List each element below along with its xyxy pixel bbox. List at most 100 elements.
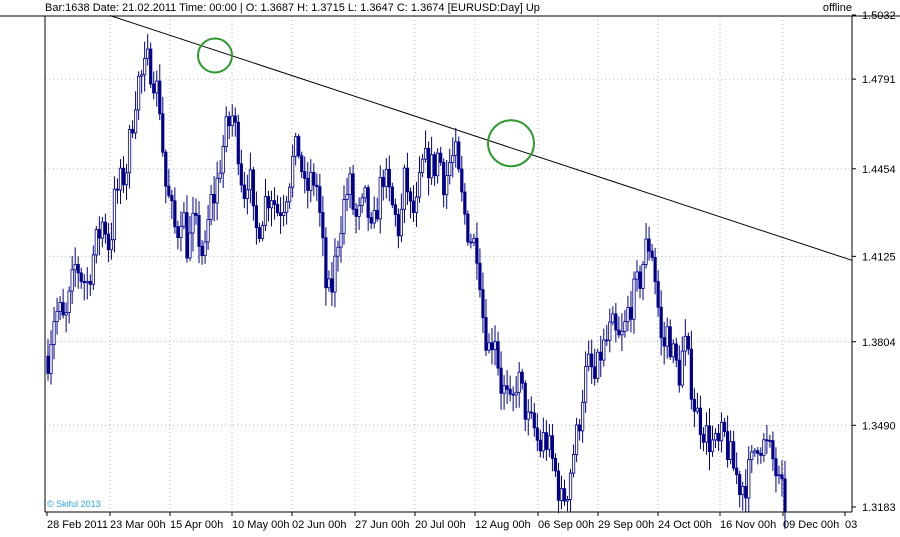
candle-body-up (620, 331, 624, 336)
candle (620, 313, 624, 352)
candle (626, 295, 630, 332)
candle (677, 345, 681, 393)
candle (650, 243, 654, 262)
y-tick-label: 1.3183 (862, 502, 896, 514)
candle-body-down (765, 439, 769, 442)
candle-body-down (653, 257, 657, 282)
watermark-text: © Skiful 2013 (47, 499, 101, 509)
candle-body-down (366, 187, 370, 218)
candle-body-up (472, 237, 476, 243)
candle (167, 168, 171, 199)
candle (185, 195, 189, 263)
candle (596, 348, 600, 383)
frame-layer (0, 15, 900, 513)
x-tick-label: 03 (845, 519, 857, 531)
candle-body-down (161, 113, 165, 153)
candle (629, 291, 633, 333)
x-tick-label: 10 May 00h (232, 519, 289, 531)
candle-body-down (692, 398, 696, 412)
candle-body-down (387, 168, 391, 188)
candle-body-up (632, 278, 636, 320)
candle-body-up (644, 238, 648, 265)
candle (91, 245, 95, 291)
candle (511, 386, 515, 412)
candle-body-up (671, 343, 675, 358)
candle-body-down (656, 281, 660, 308)
candle (602, 328, 606, 367)
candle (70, 256, 74, 305)
x-tick-label: 28 Feb 2011 (47, 519, 108, 531)
candle (426, 141, 431, 196)
candle-body-down (496, 341, 500, 369)
candle (275, 195, 280, 217)
candle-body-down (212, 193, 216, 204)
candle-body-up (85, 281, 89, 284)
candle (294, 132, 298, 166)
candle-body-up (327, 278, 331, 289)
candle (496, 331, 500, 376)
candle-body-down (330, 278, 334, 293)
candle (137, 71, 141, 120)
candle-body-up (683, 335, 687, 352)
candle-body-up (451, 154, 455, 163)
candle (79, 267, 83, 289)
candle-body-down (490, 342, 494, 351)
candle (753, 448, 757, 457)
candle (454, 127, 458, 168)
y-tick-label: 1.4791 (862, 74, 896, 86)
candle (85, 267, 89, 300)
candle (106, 222, 111, 263)
trendline (109, 15, 853, 261)
candle-body-up (514, 391, 518, 396)
candle (716, 424, 721, 451)
candle (774, 447, 778, 493)
candle (704, 412, 709, 455)
candle-body-down (529, 411, 533, 414)
candle (73, 247, 77, 287)
candle-body-down (194, 212, 198, 216)
candle (765, 425, 769, 455)
candle (348, 166, 352, 209)
candle (266, 190, 271, 222)
candle (97, 216, 101, 256)
candle (103, 213, 107, 244)
candle-body-up (309, 172, 313, 191)
candle (644, 222, 648, 269)
candle-body-down (759, 453, 763, 456)
candle (387, 155, 391, 202)
candle-body-up (179, 225, 183, 239)
candle-body-down (321, 212, 325, 239)
candle-body-up (263, 196, 268, 226)
candle (393, 198, 397, 227)
candle-body-down (405, 167, 410, 193)
candle (381, 169, 385, 201)
candle (584, 351, 588, 413)
x-axis: 28 Feb 2011 23 Mar 00h 15 Apr 00h 10 May 00… (46, 512, 857, 531)
candle-body-down (297, 136, 301, 157)
candle-body-down (272, 200, 277, 205)
candle (710, 425, 715, 457)
candle (695, 392, 700, 415)
candle-body-down (674, 343, 678, 361)
candle-body-up (719, 421, 724, 442)
candle (460, 156, 464, 202)
candle-body-up (191, 212, 195, 234)
candle-body-up (502, 385, 506, 394)
candle (121, 156, 126, 194)
candle-body-down (535, 427, 539, 441)
candle (719, 412, 724, 453)
candle-body-up (221, 146, 225, 174)
candle (197, 201, 201, 264)
candle (336, 240, 340, 272)
x-tick-label: 09 Dec 00h (783, 519, 839, 531)
candle (188, 216, 192, 262)
candle (260, 221, 265, 242)
y-tick-label: 1.5032 (862, 10, 896, 22)
candle-body-up (73, 264, 77, 271)
candle (315, 173, 319, 201)
candle (300, 151, 304, 178)
candle-body-up (547, 435, 552, 450)
candle (641, 261, 645, 301)
candle-body-down (722, 421, 727, 432)
candle (526, 399, 530, 436)
